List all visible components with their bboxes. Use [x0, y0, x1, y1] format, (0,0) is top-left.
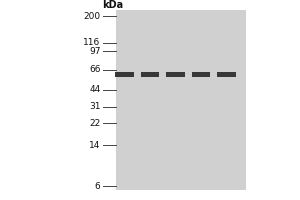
Text: 116: 116 — [83, 38, 100, 47]
Bar — [116, 10, 246, 190]
Text: 22: 22 — [89, 119, 100, 128]
Text: kDa: kDa — [102, 0, 123, 10]
Text: 14: 14 — [89, 141, 100, 150]
Text: 44: 44 — [89, 85, 100, 94]
Text: 200: 200 — [83, 12, 100, 21]
Bar — [166, 72, 185, 77]
Text: 6: 6 — [95, 182, 100, 191]
Bar — [115, 72, 134, 77]
Bar — [192, 72, 211, 77]
Text: 97: 97 — [89, 47, 100, 56]
Text: 31: 31 — [89, 102, 100, 111]
Text: 66: 66 — [89, 65, 100, 74]
Bar — [217, 72, 236, 77]
Bar — [141, 72, 160, 77]
